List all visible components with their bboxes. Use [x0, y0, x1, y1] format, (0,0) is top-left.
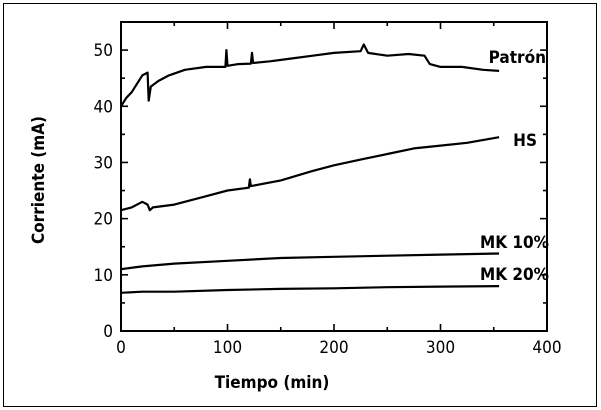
series-label-patron: Patrón	[489, 48, 546, 68]
series-lines	[120, 43, 500, 294]
y-tick-label: 10	[94, 266, 113, 286]
series-line-0	[120, 43, 500, 107]
x-tick-label: 100	[213, 338, 242, 358]
series-label-mk10: MK 10%	[480, 233, 549, 253]
y-tick-label: 0	[103, 322, 113, 342]
series-label-hs: HS	[513, 131, 537, 151]
y-tick-label: 50	[94, 41, 113, 61]
x-tick-label: 400	[532, 338, 561, 358]
series-line-1	[120, 136, 500, 212]
ticks: 0 100 200 300 400 0 10 20 30 40 50	[94, 21, 562, 358]
x-axis-title: Tiempo (min)	[215, 373, 330, 393]
y-axis-title: Corriente (mA)	[29, 116, 49, 244]
x-tick-label: 300	[426, 338, 455, 358]
series-line-2	[120, 252, 500, 271]
series-line-3	[120, 285, 500, 294]
y-tick-label: 30	[94, 153, 113, 173]
series-label-mk20: MK 20%	[480, 265, 549, 285]
labels: Tiempo (min) Corriente (mA) Patrón HS MK…	[29, 48, 549, 393]
x-tick-label: 0	[116, 338, 126, 358]
x-tick-label: 200	[319, 338, 348, 358]
y-tick-label: 40	[94, 97, 113, 117]
y-tick-label: 20	[94, 210, 113, 230]
